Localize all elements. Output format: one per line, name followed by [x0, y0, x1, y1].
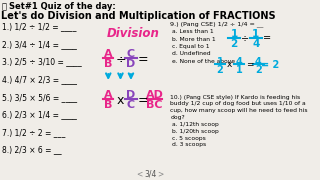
- Text: Let's do Division and Multiplication of FRACTIONS: Let's do Division and Multiplication of …: [1, 11, 276, 21]
- Text: 4: 4: [252, 39, 260, 49]
- Text: C: C: [127, 49, 135, 59]
- Text: 4: 4: [255, 57, 262, 67]
- Text: 1: 1: [217, 57, 223, 67]
- Text: a. 1/12th scoop: a. 1/12th scoop: [172, 122, 219, 127]
- Text: a. Less than 1: a. Less than 1: [172, 29, 214, 34]
- Text: d. Undefined: d. Undefined: [172, 51, 211, 56]
- Text: c. 5 scoops: c. 5 scoops: [172, 136, 206, 141]
- Text: BC: BC: [146, 100, 163, 109]
- Text: 7.) 1/2 ÷ 2 = ___: 7.) 1/2 ÷ 2 = ___: [2, 128, 65, 137]
- Text: =: =: [263, 33, 271, 43]
- Text: A: A: [104, 49, 113, 59]
- Text: <: <: [137, 170, 143, 179]
- Text: AD: AD: [146, 90, 164, 100]
- Text: =: =: [246, 60, 253, 69]
- Text: 2: 2: [217, 65, 223, 75]
- Text: e. None of the above: e. None of the above: [172, 58, 235, 64]
- Text: 1: 1: [236, 65, 243, 75]
- Text: A: A: [104, 90, 113, 100]
- Text: 5.) 3/5 × 5/6 = ____: 5.) 3/5 × 5/6 = ____: [2, 93, 77, 102]
- Text: 10.) (Pang CSE style) If Kardo is feeding his: 10.) (Pang CSE style) If Kardo is feedin…: [170, 95, 300, 100]
- Text: ÷: ÷: [115, 53, 126, 66]
- Text: B: B: [104, 100, 112, 109]
- Text: x: x: [117, 94, 124, 107]
- Text: D: D: [126, 90, 136, 100]
- Text: b. More than 1: b. More than 1: [172, 37, 216, 42]
- Text: 6.) 2/3 × 1/4 = ____: 6.) 2/3 × 1/4 = ____: [2, 110, 76, 119]
- Text: = 2: = 2: [261, 60, 279, 71]
- Text: b. 1/20th scoop: b. 1/20th scoop: [172, 129, 219, 134]
- Text: d. 3 scoops: d. 3 scoops: [172, 142, 206, 147]
- Text: 4: 4: [236, 57, 243, 67]
- Text: 8.) 2/3 × 6 = __: 8.) 2/3 × 6 = __: [2, 145, 61, 154]
- Text: B: B: [104, 58, 112, 69]
- Text: Division: Division: [107, 27, 159, 40]
- Text: ÷: ÷: [241, 33, 249, 43]
- Text: =: =: [138, 94, 148, 107]
- Text: Set#1 Quiz of the day:: Set#1 Quiz of the day:: [9, 2, 116, 11]
- Text: 2: 2: [255, 65, 262, 75]
- Text: D: D: [126, 58, 136, 69]
- Text: buddy 1/2 cup of dog food but uses 1/10 of a: buddy 1/2 cup of dog food but uses 1/10 …: [170, 102, 306, 106]
- Text: 📌: 📌: [2, 2, 7, 11]
- Text: cup, how many scoop will he need to feed his: cup, how many scoop will he need to feed…: [170, 108, 308, 113]
- Text: 1.) 1/2 ÷ 1/2 = ____: 1.) 1/2 ÷ 1/2 = ____: [2, 22, 76, 32]
- Text: 4.) 4/7 × 2/3 = ____: 4.) 4/7 × 2/3 = ____: [2, 75, 77, 84]
- Text: 1: 1: [230, 29, 238, 39]
- Text: 1: 1: [252, 29, 260, 39]
- Text: c. Equal to 1: c. Equal to 1: [172, 44, 210, 49]
- Text: C: C: [127, 100, 135, 109]
- Text: dog?: dog?: [170, 115, 185, 120]
- Text: 3.) 2/5 ÷ 3/10 = ____: 3.) 2/5 ÷ 3/10 = ____: [2, 58, 82, 67]
- Text: 3/4: 3/4: [144, 170, 156, 179]
- Text: 9.) (Pang CSE) 1/2 ÷ 1/4 = __: 9.) (Pang CSE) 1/2 ÷ 1/4 = __: [170, 21, 264, 27]
- Text: 2: 2: [230, 39, 238, 49]
- Text: x: x: [227, 60, 232, 69]
- Text: >: >: [157, 170, 164, 179]
- Text: 2.) 3/4 ÷ 1/4 = ____: 2.) 3/4 ÷ 1/4 = ____: [2, 40, 76, 49]
- Text: =: =: [138, 53, 148, 66]
